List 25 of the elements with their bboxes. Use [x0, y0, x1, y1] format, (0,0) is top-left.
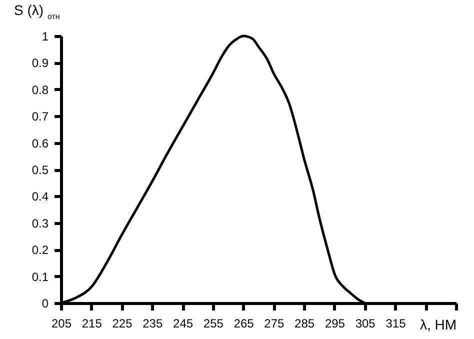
x-tick-label: 265 [234, 316, 254, 330]
y-tick-label: 1 [42, 30, 49, 44]
y-tick-label: 0 [42, 296, 49, 310]
y-tick-label: 0.1 [32, 270, 49, 284]
x-tick-label: 255 [203, 316, 224, 330]
x-tick-label: 295 [324, 316, 346, 330]
y-axis-title: S (λ) $_{отн}$ [14, 2, 60, 21]
x-tick-label: 245 [173, 316, 194, 330]
x-tick-label: 225 [112, 316, 133, 330]
x-tick-label: 275 [264, 316, 285, 330]
y-tick-label: 0.7 [32, 110, 49, 124]
y-tick-label: 0.3 [32, 216, 49, 230]
y-tick-label: 0.4 [32, 190, 49, 204]
x-tick-label: 205 [51, 316, 72, 330]
x-tick-label: 285 [294, 316, 315, 330]
x-tick-label: 235 [142, 316, 163, 330]
y-tick-label: 0.2 [32, 243, 49, 258]
x-tick-label: 315 [386, 316, 406, 330]
y-tick-label: 0.9 [32, 56, 49, 70]
x-tick-label: 305 [355, 316, 376, 330]
y-tick-label: 0.8 [32, 82, 49, 97]
y-tick-label: 0.6 [32, 136, 49, 150]
y-tick-label: 0.5 [32, 163, 49, 177]
x-tick-label: 215 [82, 316, 102, 330]
x-axis-title: λ, НМ [420, 316, 456, 332]
